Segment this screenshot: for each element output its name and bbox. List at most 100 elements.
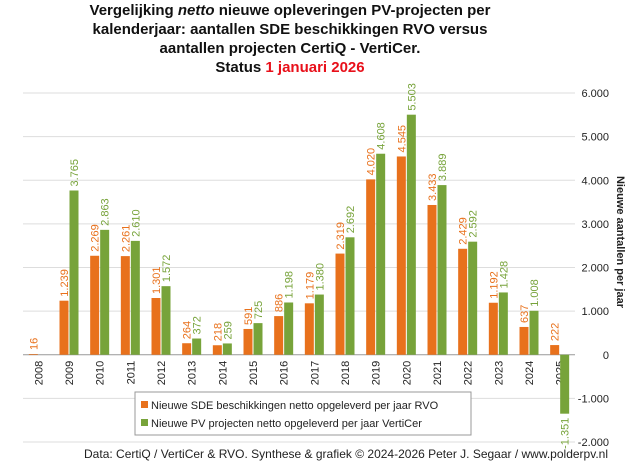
bar: [406, 114, 416, 355]
chart-title: aantallen projecten CertiQ - VertiCer.: [160, 40, 421, 57]
data-label: 372: [192, 316, 204, 334]
data-label: 218: [212, 323, 224, 341]
data-label: 3.433: [427, 173, 439, 201]
legend-swatch: [141, 401, 148, 408]
data-label: 1.198: [284, 271, 296, 299]
bar: [120, 256, 130, 355]
legend-box: [134, 391, 472, 436]
data-label: 1.179: [304, 272, 316, 300]
bar: [519, 326, 529, 355]
bar: [274, 316, 284, 355]
y-tick-label: 1.000: [581, 306, 609, 318]
y-tick-label: 0: [603, 350, 609, 362]
x-tick-label: 2016: [279, 361, 291, 385]
y-tick-label: 4.000: [581, 175, 609, 187]
bar: [212, 345, 222, 355]
data-label: 16: [28, 338, 40, 350]
bar: [130, 240, 140, 355]
data-label: 1.380: [314, 263, 326, 291]
bar: [335, 253, 345, 355]
title-segment: aantallen projecten CertiQ - VertiCer.: [160, 40, 421, 57]
chart-title: kalenderjaar: aantallen SDE beschikkinge…: [93, 21, 488, 38]
x-tick-label: 2017: [309, 361, 321, 385]
bar: [284, 302, 294, 355]
x-tick-label: 2011: [125, 361, 137, 385]
bar: [366, 179, 376, 355]
data-label: 2.429: [458, 217, 470, 245]
bar: [376, 153, 386, 355]
legend-label: Nieuwe PV projecten netto opgeleverd per…: [151, 418, 422, 430]
bar: [427, 204, 437, 355]
bar: [304, 303, 314, 355]
bar: [222, 343, 232, 355]
data-label: 2.261: [120, 225, 132, 253]
bar: [529, 310, 539, 355]
data-label: 2.319: [335, 222, 347, 250]
x-tick-label: 2019: [371, 361, 383, 385]
bar: [488, 302, 498, 355]
x-tick-label: 2010: [95, 361, 107, 385]
data-label: 725: [253, 301, 265, 319]
bar: [437, 185, 447, 355]
x-tick-label: 2018: [340, 361, 352, 385]
data-label: -1.351: [560, 418, 572, 449]
y-tick-label: -1.000: [578, 393, 609, 405]
title-segment: Status: [215, 59, 265, 76]
x-tick-label: 2014: [217, 361, 229, 385]
data-label: 1.572: [161, 255, 173, 283]
bar: [59, 300, 69, 355]
bar: [243, 328, 253, 355]
data-label: 2.692: [345, 206, 357, 234]
data-label: 3.889: [437, 154, 449, 182]
chart-title: Status 1 januari 2026: [215, 59, 364, 76]
y-tick-label: 6.000: [581, 88, 609, 100]
legend-swatch: [141, 419, 148, 426]
x-tick-label: 2009: [64, 361, 76, 385]
bar: [100, 229, 110, 355]
y-tick-label: 5.000: [581, 132, 609, 144]
bar: [498, 292, 508, 355]
bar: [314, 294, 324, 355]
x-tick-label: 2013: [187, 361, 199, 385]
x-tick-label: 2008: [33, 361, 45, 385]
data-label: 2.610: [130, 209, 142, 237]
x-tick-label: 2024: [524, 361, 536, 385]
data-label: 3.765: [69, 159, 81, 187]
title-segment: 1 januari 2026: [265, 59, 364, 76]
data-label: 259: [222, 321, 234, 339]
bar: [90, 255, 100, 355]
bar: [468, 241, 478, 355]
data-label: 591: [243, 307, 255, 325]
y-tick-label: 3.000: [581, 219, 609, 231]
data-label: 2.863: [100, 198, 112, 226]
x-tick-label: 2020: [401, 361, 413, 385]
data-label: 637: [519, 305, 531, 323]
title-segment: nieuwe opleveringen PV-projecten per: [215, 2, 491, 19]
bar: [560, 354, 570, 414]
y-axis-title: Nieuwe aantallen per jaar: [614, 176, 626, 309]
title-segment: Vergelijking: [90, 2, 178, 19]
y-tick-label: 2.000: [581, 263, 609, 275]
chart-title: Vergelijking netto nieuwe opleveringen P…: [90, 2, 491, 19]
bar: [192, 338, 202, 355]
data-label: 222: [550, 323, 562, 341]
bar: [396, 156, 406, 355]
bar: [458, 248, 468, 355]
data-label: 1.192: [488, 271, 500, 299]
bar: [69, 190, 79, 355]
data-label: 2.592: [468, 210, 480, 238]
data-label: 5.503: [406, 83, 418, 111]
bar: [161, 286, 171, 355]
bar: [151, 297, 161, 355]
title-segment: netto: [178, 2, 215, 19]
bar: [182, 343, 192, 355]
data-label: 4.545: [396, 125, 408, 153]
x-tick-label: 2012: [156, 361, 168, 385]
bar: [550, 345, 560, 355]
data-label: 1.301: [151, 266, 163, 294]
data-label: 264: [182, 321, 194, 339]
data-label: 4.020: [366, 148, 378, 176]
footer: Data: CertiQ / VertiCer & RVO. Synthese …: [84, 447, 608, 461]
legend-label: Nieuwe SDE beschikkingen netto opgelever…: [151, 400, 439, 412]
data-label: 1.239: [59, 269, 71, 297]
